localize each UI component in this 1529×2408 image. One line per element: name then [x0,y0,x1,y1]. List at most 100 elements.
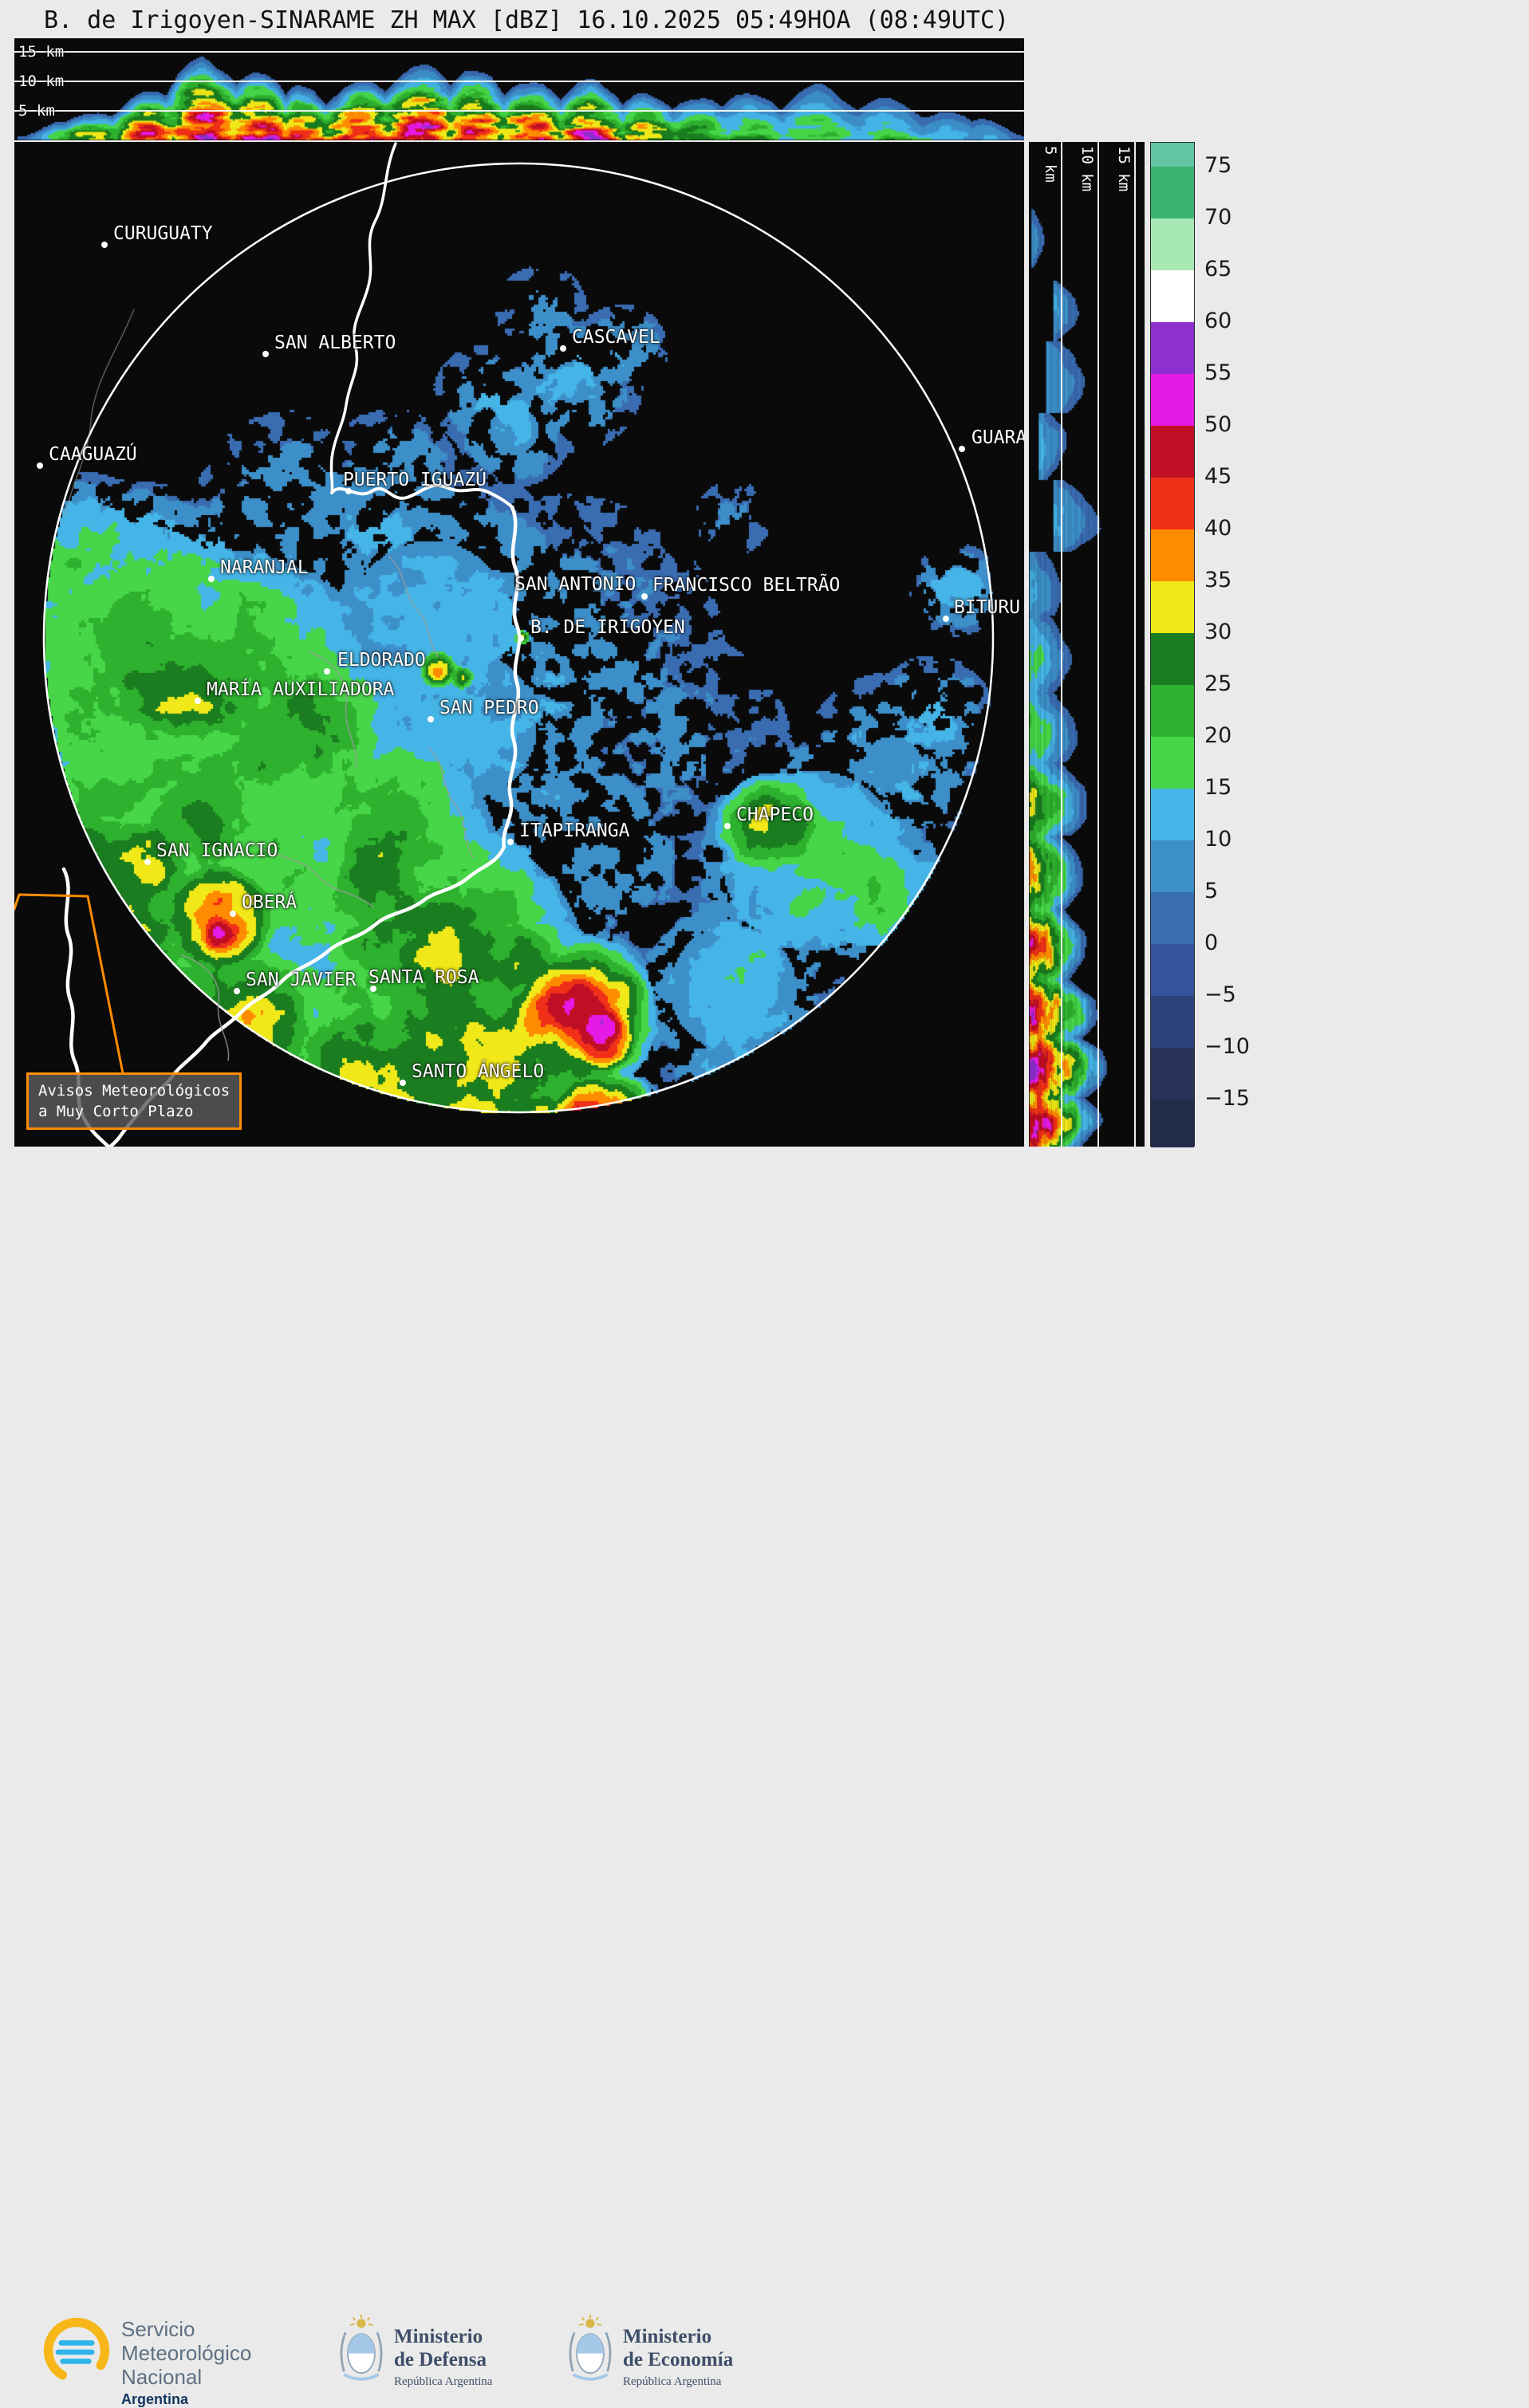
admin-border [388,556,439,658]
warning-polygon [14,893,124,1075]
right-cross-section-panel: 5 km 10 km 15 km [1029,142,1145,1147]
footer: Servicio Meteorológico Nacional Argentin… [0,1147,1529,2407]
colorbar-tick-label: 25 [1204,671,1232,696]
city-label-san-ignacio: SAN IGNACIO [156,840,278,861]
colorbar-segment [1151,685,1194,737]
city-marker-curuguaty [101,242,108,248]
smn-line1: Servicio [121,2317,195,2341]
city-label-francisco-beltr-o: FRANCISCO BELTRÃO [652,575,841,596]
city-label-san-pedro: SAN PEDRO [439,698,539,718]
colorbar-tick-label: 70 [1204,205,1232,230]
colorbar-tick-label: 20 [1204,723,1232,748]
economia-line2: de Economía [623,2349,734,2371]
country-border-parana-north [329,142,397,494]
city-marker-cascavel [560,345,566,352]
altitude-line-15km [14,51,1024,53]
city-label-curuguaty: CURUGUATY [113,223,213,244]
city-label-bituru: BITURU [954,597,1021,618]
range-ring [42,162,995,1114]
defensa-crest-icon [340,2314,383,2381]
altitude-label-5km: 5 km [18,102,55,120]
colorbar-tick-label: 30 [1204,620,1232,644]
city-marker-naranjal [208,576,215,582]
colorbar-segment [1151,529,1194,581]
dbz-colorbar-ticks: 75 70 65 60 55 50 45 40 35 30 25 20 15 10 5 0 −5 −10 −15 [1204,142,1276,1147]
colorbar-segment [1151,478,1194,529]
admin-border [181,954,230,1061]
admin-border [253,843,374,908]
colorbar-segment [1151,218,1194,270]
colorbar-segment [1151,840,1194,892]
economia-crest-icon [569,2314,612,2381]
city-marker-bituru [943,616,949,622]
altitude-label-15km: 15 km [18,43,65,61]
right-cross-section-canvas [1029,142,1145,1147]
city-marker-san-ignacio [144,859,151,865]
colorbar-segment [1151,322,1194,374]
warning-line2: a Muy Corto Plazo [38,1103,194,1120]
city-label-puerto-iguaz-: PUERTO IGUAZÚ [343,470,487,490]
colorbar-tick-label: 15 [1204,775,1232,800]
city-marker-b-de-irigoyen [518,635,524,642]
ministerio-economia-block: Ministerio de Economía República Argenti… [623,2325,733,2389]
city-label-san-alberto: SAN ALBERTO [274,332,396,353]
colorbar-segment [1151,1048,1194,1100]
colorbar-tick-label: 35 [1204,568,1232,592]
colorbar-segment [1151,996,1194,1048]
city-marker-guara [959,446,965,452]
city-label-b-de-irigoyen: B. DE IRIGOYEN [530,617,685,638]
altitude-line-10km [14,81,1024,82]
colorbar-segment [1151,633,1194,685]
colorbar-tick-label: 50 [1204,412,1232,437]
colorbar-segment [1151,426,1194,478]
altitude-label-15km-v: 15 km [1115,146,1133,192]
colorbar-tick-label: 60 [1204,309,1232,333]
colorbar-tick-label: −10 [1204,1034,1250,1059]
city-marker-francisco-beltr-o [641,593,648,600]
colorbar-tick-label: 40 [1204,516,1232,541]
ministerio-defensa-block: Ministerio de Defensa República Argentin… [394,2325,492,2389]
colorbar-tick-label: 55 [1204,360,1232,385]
colorbar-segment [1151,737,1194,789]
defensa-sub: República Argentina [394,2375,493,2388]
city-marker-chapeco [724,823,731,829]
city-label-naranjal: NARANJAL [220,557,309,578]
smn-line2: Meteorológico [121,2341,252,2365]
city-marker-itapiranga [507,839,514,845]
colorbar-segment [1151,892,1194,944]
altitude-label-10km: 10 km [18,73,65,90]
city-marker-caaguaz- [37,462,43,469]
smn-logo-icon [43,2317,110,2384]
city-label-santa-rosa: SANTA ROSA [368,967,479,988]
colorbar-segment [1151,270,1194,322]
altitude-line-15km-v [1134,142,1136,1147]
warning-box: Avisos Meteorológicos a Muy Corto Plazo [26,1072,242,1130]
economia-sub: República Argentina [623,2375,722,2388]
altitude-line-5km [14,110,1024,112]
city-marker-ober- [230,911,236,917]
colorbar-segment [1151,944,1194,996]
colorbar-tick-label: 5 [1204,879,1219,903]
city-label-itapiranga: ITAPIRANGA [519,820,630,841]
city-label-santo-ngelo: SANTO ÁNGELO [412,1061,545,1082]
colorbar-segment [1151,1100,1194,1147]
city-marker-san-javier [234,988,240,994]
city-label-mar-a-auxiliadora: MARÍA AUXILIADORA [207,679,395,700]
city-marker-santo-ngelo [400,1080,406,1086]
city-label-san-antonio: SAN ANTONIO [514,574,636,595]
defensa-line2: de Defensa [394,2349,487,2371]
city-marker-san-pedro [428,716,434,722]
altitude-label-5km-v: 5 km [1042,146,1059,183]
colorbar-segment [1151,143,1194,167]
city-label-chapeco: CHAPECO [736,805,814,825]
colorbar-segment [1151,789,1194,840]
city-marker-san-alberto [262,351,269,357]
city-label-guara: GUARA [971,427,1024,448]
colorbar-tick-label: −15 [1204,1086,1250,1111]
city-marker-santa-rosa [370,986,376,992]
colorbar-segment [1151,374,1194,426]
admin-border [309,651,357,769]
city-label-san-javier: SAN JAVIER [246,970,357,990]
altitude-label-10km-v: 10 km [1078,146,1096,192]
altitude-line-10km-v [1097,142,1099,1147]
